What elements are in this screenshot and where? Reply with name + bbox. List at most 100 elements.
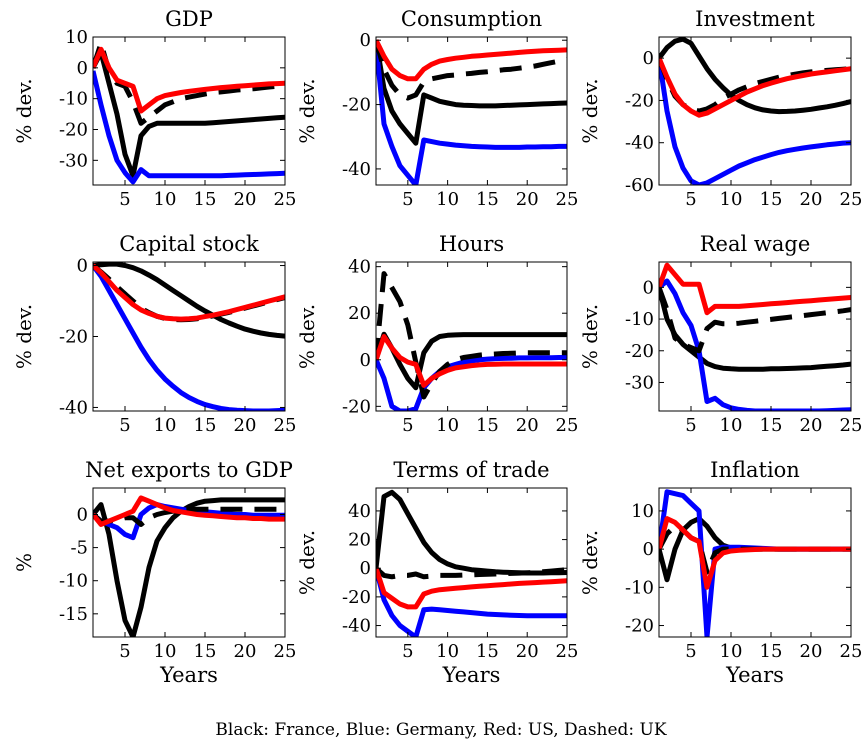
y-tick-label: 10 [65, 27, 88, 48]
series-line-4 [376, 334, 567, 388]
series-line-4 [659, 57, 851, 118]
y-tick-label: -15 [59, 604, 88, 625]
axes-box [658, 261, 852, 412]
series-line-1 [376, 331, 567, 391]
x-tick-label: 10 [436, 415, 459, 436]
series-line-1 [376, 489, 567, 576]
panel-title: Inflation [710, 458, 800, 482]
series-line-3 [376, 271, 567, 400]
panel-grid: 5 10 15 20 25 10 0 -10 -20 -30 GDP % dev. 5 10 15 20 25 0… [12, 7, 862, 687]
panel-consumption: 5 10 15 20 25 0 -20 -40 Consumption % dev. [295, 7, 578, 210]
x-tick-label: 25 [556, 415, 579, 436]
y-tick-label: -20 [59, 327, 88, 348]
panel-title: Hours [439, 232, 504, 256]
y-tick-label: 0 [643, 48, 654, 69]
y-axis-label: % dev. [578, 78, 602, 143]
x-tick-label: 5 [402, 415, 413, 436]
y-axis-label: % dev. [12, 78, 36, 143]
axes-box [92, 487, 286, 638]
y-tick-label: 40 [348, 257, 371, 278]
panel-capital-stock: 5 10 15 20 25 0 -20 -40 Capital stock % dev. [12, 232, 296, 436]
x-tick-label: 15 [760, 189, 783, 210]
panel-hours: 5 10 15 20 25 40 20 0 -20 Hours % dev. [295, 232, 578, 436]
y-axis-label: % dev. [295, 530, 319, 595]
x-tick-label: 5 [402, 189, 413, 210]
x-tick-label: 5 [685, 415, 696, 436]
series-line-2 [376, 567, 567, 637]
series-line-2 [376, 43, 567, 185]
y-tick-label: 0 [643, 539, 654, 560]
x-tick-label: 10 [154, 189, 177, 210]
x-tick-label: 10 [154, 415, 177, 436]
series-line-1 [93, 497, 285, 637]
panel-title: Consumption [401, 7, 542, 31]
x-axis-label: Years [725, 663, 784, 687]
series-group [93, 262, 285, 411]
series-line-2 [93, 70, 285, 185]
y-tick-label: -40 [342, 616, 371, 637]
series-group [93, 495, 285, 637]
x-tick-label: 10 [436, 641, 459, 662]
series-group [376, 489, 567, 637]
x-tick-label: 20 [516, 415, 539, 436]
y-tick-label: -20 [625, 616, 654, 637]
x-tick-label: 5 [685, 189, 696, 210]
panel-title: Capital stock [119, 232, 259, 256]
axes-box [375, 36, 568, 186]
x-tick-label: 15 [476, 415, 499, 436]
x-axis-label: Years [442, 663, 501, 687]
series-line-4 [376, 39, 567, 82]
y-axis-label: % dev. [578, 530, 602, 595]
panel-title: Net exports to GDP [85, 458, 293, 482]
x-tick-label: 20 [516, 641, 539, 662]
panel-title: Real wage [700, 232, 811, 256]
axes-box [375, 487, 568, 638]
panel-real-wage: 5 10 15 20 25 0 -10 -20 -30 Real wage % dev. [578, 232, 862, 436]
series-line-4 [659, 516, 851, 590]
series-line-3 [93, 40, 285, 126]
series-line-4 [93, 495, 285, 527]
y-tick-label: -40 [59, 397, 88, 418]
y-tick-label: -5 [70, 538, 88, 559]
x-tick-label: 25 [274, 415, 297, 436]
y-tick-label: -40 [342, 159, 371, 180]
series-line-1 [93, 49, 285, 179]
y-tick-label: -20 [342, 396, 371, 417]
x-tick-label: 20 [800, 189, 823, 210]
series-line-4 [93, 46, 285, 114]
y-tick-label: -10 [59, 89, 88, 110]
y-tick-label: 0 [360, 350, 371, 371]
series-line-3 [376, 566, 567, 580]
x-tick-label: 15 [760, 415, 783, 436]
panel-title: Investment [695, 7, 815, 31]
x-tick-label: 25 [556, 641, 579, 662]
x-tick-label: 20 [800, 641, 823, 662]
x-tick-label: 20 [234, 189, 257, 210]
x-axis-label: Years [159, 663, 218, 687]
y-tick-label: -30 [625, 372, 654, 393]
series-line-4 [376, 567, 567, 610]
series-group [376, 39, 567, 185]
x-tick-label: 25 [840, 189, 863, 210]
figure-caption: Black: France, Blue: Germany, Red: US, D… [215, 720, 666, 740]
x-tick-label: 15 [194, 415, 217, 436]
x-tick-label: 10 [720, 189, 743, 210]
y-tick-label: 10 [631, 501, 654, 522]
y-tick-label: 0 [77, 256, 88, 277]
y-axis-label: % [12, 553, 36, 572]
x-tick-label: 15 [760, 641, 783, 662]
x-tick-label: 25 [556, 189, 579, 210]
y-tick-label: 0 [643, 277, 654, 298]
panel-title: Terms of trade [393, 458, 549, 482]
y-axis-label: % dev. [295, 78, 319, 143]
x-tick-label: 10 [720, 415, 743, 436]
series-line-2 [376, 355, 567, 411]
y-tick-label: -60 [625, 175, 654, 196]
series-group [93, 40, 285, 185]
panel-inflation: 5 10 15 20 25 10 0 -10 -20 Inflation % dev. Years [578, 458, 862, 687]
x-tick-label: 10 [720, 641, 743, 662]
series-line-1 [659, 37, 851, 115]
panel-title: GDP [165, 7, 213, 31]
y-tick-label: -20 [59, 120, 88, 141]
